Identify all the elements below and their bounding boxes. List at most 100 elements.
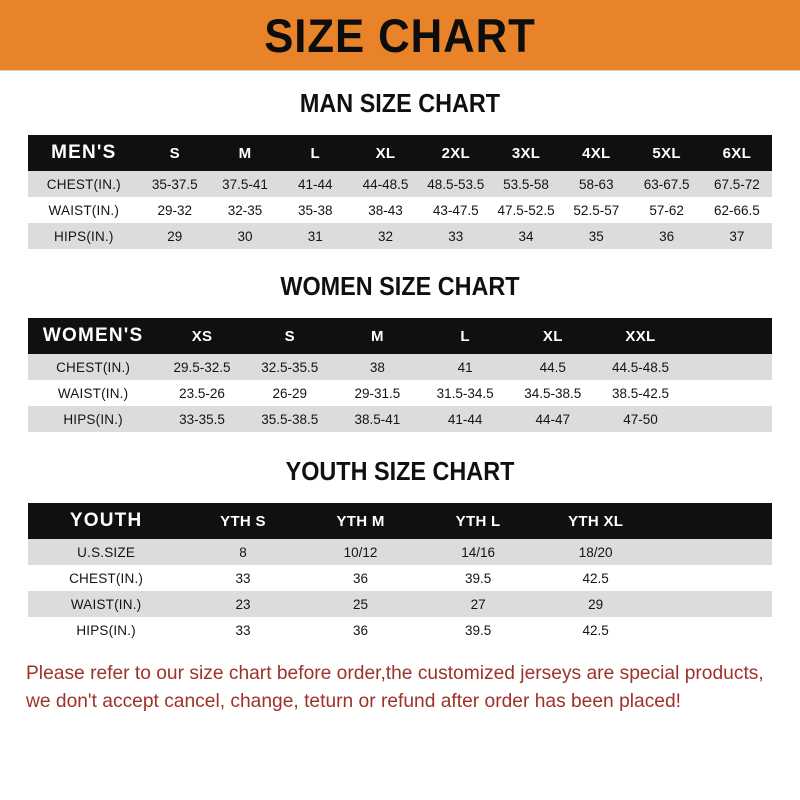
header-label-women: WOMEN'S [42,325,144,346]
cell-man-0-5: 53.5-58 [503,176,549,192]
cell-youth-3-4 [654,617,772,643]
column-header-man-4: 2XL [441,144,470,162]
cell-youth-3-3: 42.5 [582,622,609,638]
cell-youth-0-4 [654,539,772,565]
column-header-man-8: 6XL [722,144,752,162]
table-body-women: WOMEN'S XS S M L XL XXL CHEST(IN.) 29.5-32.5 32.5… [28,318,772,432]
table-row: CHEST(IN.) 29.5-32.5 32.5-35.5 38 41 44.5 44.5… [28,354,772,380]
size-table-man: MEN'S S M L XL 2XL 3XL 4XL 5XL 6XL CHEST(IN.) 35-37… [28,135,772,249]
cell-youth-2-2: 27 [470,596,486,612]
table-header-row: YOUTH YTH S YTH M YTH L YTH XL [28,503,772,539]
row-label-man-1: WAIST(IN.) [48,202,120,218]
section-man: MAN SIZE CHART MEN'S S M L XL 2XL 3XL 4XL 5XL 6XL… [0,70,800,249]
cell-man-2-5: 34 [518,228,534,244]
column-header-women-3: L [460,327,470,345]
section-title-women: WOMEN SIZE CHART [280,271,520,301]
table-row: CHEST(IN.) 33 36 39.5 42.5 [28,565,772,591]
cell-youth-1-3: 42.5 [582,570,609,586]
column-header-youth-3: YTH XL [568,512,624,530]
table-row: U.S.SIZE 8 10/12 14/16 18/20 [28,539,772,565]
table-row: WAIST(IN.) 23.5-26 26-29 29-31.5 31.5-34.5 34… [28,380,772,406]
cell-youth-1-2: 39.5 [464,570,492,586]
cell-women-1-4: 34.5-38.5 [524,385,582,401]
cell-youth-2-4 [654,591,772,617]
cell-man-1-3: 38-43 [368,202,403,218]
column-header-youth-1: YTH M [336,512,385,530]
cell-youth-3-2: 39.5 [464,622,492,638]
cell-women-1-2: 29-31.5 [354,385,401,401]
cell-man-1-4: 43-47.5 [432,202,479,218]
cell-youth-3-1: 36 [353,622,369,638]
cell-man-1-1: 32-35 [227,202,263,218]
cell-youth-1-1: 36 [353,570,369,586]
page-banner: SIZE CHART [0,0,800,70]
cell-man-1-0: 29-32 [157,202,192,218]
row-label-women-0: CHEST(IN.) [56,359,131,375]
cell-women-0-6 [684,354,772,380]
table-header-row: WOMEN'S XS S M L XL XXL [28,318,772,354]
cell-man-0-8: 67.5-72 [713,176,760,192]
table-row: HIPS(IN.) 33-35.5 35.5-38.5 38.5-41 41-44 44-… [28,406,772,432]
cell-women-1-5: 38.5-42.5 [611,385,669,401]
column-header-man-7: 5XL [652,144,681,162]
cell-man-1-6: 52.5-57 [573,202,620,218]
cell-man-1-7: 57-62 [649,202,684,218]
cell-man-2-2: 31 [307,228,323,244]
cell-women-1-3: 31.5-34.5 [436,385,494,401]
cell-women-2-6 [684,406,772,432]
column-header-man-0: S [169,144,180,162]
table-header-row: MEN'S S M L XL 2XL 3XL 4XL 5XL 6XL [28,135,772,171]
table-body-man: MEN'S S M L XL 2XL 3XL 4XL 5XL 6XL CHEST(IN.) 35-37… [28,135,772,249]
section-youth: YOUTH SIZE CHART YOUTH YTH S YTH M YTH L YTH… [0,432,800,643]
cell-women-0-4: 44.5 [539,359,566,375]
cell-man-0-7: 63-67.5 [643,176,690,192]
section-women: WOMEN SIZE CHART WOMEN'S XS S M L XL XXL CHEST(… [0,249,800,432]
size-table-youth: YOUTH YTH S YTH M YTH L YTH XL U.S.SIZE 8 10/12… [28,503,772,643]
size-table-women: WOMEN'S XS S M L XL XXL CHEST(IN.) 29.5-32.5 32.5… [28,318,772,432]
cell-man-0-0: 35-37.5 [151,176,198,192]
table-row: WAIST(IN.) 23 25 27 29 [28,591,772,617]
row-label-youth-2: WAIST(IN.) [70,596,142,612]
column-header-women-1: S [284,327,295,345]
cell-women-1-0: 23.5-26 [179,385,225,401]
column-header-man-6: 4XL [582,144,611,162]
row-label-man-0: CHEST(IN.) [46,176,121,192]
column-header-women-2: M [371,327,384,345]
row-label-youth-0: U.S.SIZE [77,544,136,560]
cell-man-0-1: 37.5-41 [222,176,268,192]
column-header-youth-2: YTH L [455,512,501,530]
cell-women-0-0: 29.5-32.5 [173,359,231,375]
column-header-man-2: L [310,144,320,162]
cell-women-2-4: 44-47 [535,411,571,427]
cell-youth-2-0: 23 [235,596,251,612]
cell-man-1-2: 35-38 [297,202,333,218]
cell-man-0-6: 58-63 [579,176,614,192]
cell-women-1-1: 26-29 [272,385,307,401]
column-header-man-5: 3XL [511,144,541,162]
table-wrap-youth: YOUTH YTH S YTH M YTH L YTH XL U.S.SIZE 8 10/12… [28,503,772,643]
header-label-man: MEN'S [51,142,117,163]
cell-women-0-1: 32.5-35.5 [261,359,319,375]
cell-man-2-0: 29 [167,228,183,244]
cell-man-2-8: 37 [729,228,745,244]
cell-man-2-1: 30 [237,228,253,244]
cell-women-2-0: 33-35.5 [179,411,225,427]
cell-man-2-4: 33 [448,228,464,244]
column-header-women-4: XL [542,327,563,345]
column-header-women-5: XXL [625,327,656,345]
row-label-women-2: HIPS(IN.) [63,411,123,427]
cell-women-0-2: 38 [369,359,385,375]
column-header-youth-0: YTH S [220,512,266,530]
column-header-man-3: XL [375,144,396,162]
cell-women-2-3: 41-44 [447,411,483,427]
cell-man-2-7: 36 [659,228,675,244]
cell-man-0-3: 44-48.5 [362,176,409,192]
table-row: HIPS(IN.) 33 36 39.5 42.5 [28,617,772,643]
header-label-youth: YOUTH [69,510,143,531]
cell-man-2-6: 35 [588,228,604,244]
cell-women-2-5: 47-50 [623,411,658,427]
row-label-youth-3: HIPS(IN.) [76,622,136,638]
row-label-man-2: HIPS(IN.) [54,228,114,244]
cell-youth-3-0: 33 [235,622,251,638]
cell-youth-0-1: 10/12 [343,544,378,560]
